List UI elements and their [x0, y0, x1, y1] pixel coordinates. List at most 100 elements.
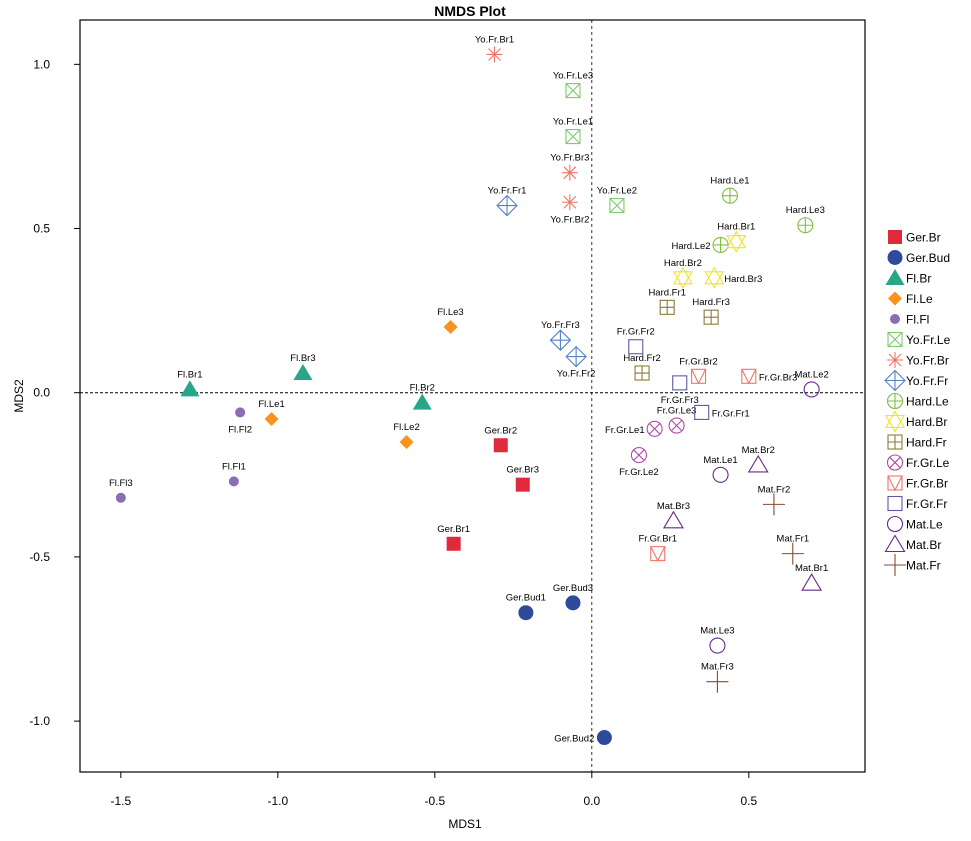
data-point	[762, 493, 785, 516]
point-label: Fr.Gr.Br2	[679, 356, 718, 367]
series-mat-le: Mat.Le2 Mat.Le1 Mat.Le3	[700, 369, 829, 654]
series-hard-br: Hard.Br1 Hard.Br2 Hard.Br3	[664, 222, 762, 289]
legend-label: Fr.Gr.Br	[906, 477, 948, 491]
series-yo-fr-le: Yo.Fr.Le3 Yo.Fr.Le1 Yo.Fr.Le2	[553, 71, 637, 214]
legend-label: Fr.Gr.Le	[906, 456, 950, 470]
data-point	[628, 339, 644, 355]
legend-item: Fr.Gr.Le	[886, 454, 950, 471]
data-point	[703, 309, 719, 325]
data-point	[486, 46, 503, 63]
data-point	[561, 164, 578, 181]
legend-marker	[887, 352, 903, 368]
data-point	[801, 573, 823, 591]
legend-item: Mat.Br	[884, 534, 941, 553]
legend-item: Fl.Le	[888, 291, 933, 306]
legend-marker	[888, 230, 902, 244]
x-axis-label: MDS1	[448, 817, 482, 831]
data-point	[609, 197, 625, 214]
data-point	[672, 375, 688, 391]
legend-item: Hard.Le	[886, 392, 949, 410]
point-label: Ger.Bud1	[506, 593, 546, 604]
data-point	[726, 230, 747, 253]
point-label: Fr.Gr.Le2	[619, 467, 659, 478]
legend-label: Yo.Fr.Br	[906, 354, 949, 368]
legend-marker	[884, 554, 906, 576]
point-label: Fl.Le2	[393, 422, 419, 433]
data-point	[650, 546, 666, 562]
reference-lines	[80, 20, 865, 772]
point-label: Yo.Fr.Le2	[597, 186, 637, 197]
data-point	[493, 438, 508, 453]
legend-label: Fl.Fl	[906, 313, 929, 327]
legend-item: Fl.Fl	[890, 313, 929, 327]
chart-title: NMDS Plot	[434, 3, 506, 19]
point-label: Fl.Br1	[177, 369, 202, 380]
x-tick-label: 0.0	[583, 794, 600, 808]
data-point	[180, 380, 200, 397]
legend-marker	[887, 475, 903, 492]
legend-item: Yo.Fr.Br	[887, 352, 949, 368]
series-mat-br: Mat.Br2 Mat.Br3 Mat.Br1	[657, 445, 828, 591]
point-label: Fr.Gr.Le3	[657, 406, 697, 417]
legend-label: Mat.Le	[906, 518, 943, 532]
data-point	[596, 730, 612, 746]
y-tick-label: -1.0	[29, 714, 50, 728]
data-point	[293, 364, 313, 381]
point-label: Fr.Gr.Le1	[605, 425, 645, 436]
legend-marker	[887, 250, 903, 265]
point-label: Hard.Le1	[710, 176, 749, 187]
legend-marker	[887, 331, 903, 348]
legend-item: Ger.Bud	[887, 250, 950, 265]
data-point	[515, 477, 530, 492]
data-point	[694, 404, 710, 420]
point-label: Ger.Bud3	[553, 583, 593, 594]
series-fr-gr-br: Fr.Gr.Br2 Fr.Gr.Br3 Fr.Gr.Br1	[638, 356, 797, 562]
point-label: Mat.Le3	[700, 626, 734, 637]
y-tick-label: 0.5	[33, 222, 50, 236]
series-hard-le: Hard.Le1 Hard.Le2 Hard.Le3	[671, 176, 825, 253]
data-point	[659, 299, 675, 315]
data-point	[662, 510, 684, 529]
point-label: Yo.Fr.Le3	[553, 71, 593, 82]
series-fr-gr-le: Fr.Gr.Le1 Fr.Gr.Le3 Fr.Gr.Le2	[605, 406, 696, 479]
point-label: Yo.Fr.Fr1	[488, 186, 527, 197]
point-label: Yo.Fr.Le1	[553, 117, 593, 128]
legend-label: Hard.Le	[906, 395, 949, 409]
data-point	[235, 407, 246, 418]
legend-marker	[890, 314, 900, 324]
point-label: Mat.Le1	[703, 455, 737, 466]
x-axis: -1.5 -1.0 -0.5 0.0 0.5	[110, 772, 757, 808]
x-tick-label: -1.5	[110, 794, 131, 808]
series-yo-fr-fr: Yo.Fr.Fr1 Yo.Fr.Fr3 Yo.Fr.Fr2	[488, 186, 596, 380]
legend-marker	[887, 434, 903, 450]
legend-label: Fl.Le	[906, 292, 933, 306]
legend-label: Ger.Bud	[906, 251, 950, 265]
legend-label: Fr.Gr.Fr	[906, 497, 947, 511]
point-label: Hard.Le3	[786, 205, 825, 216]
data-point	[412, 393, 432, 410]
data-point	[721, 187, 739, 204]
y-tick-label: 0.0	[33, 386, 50, 400]
point-label: Mat.Br2	[742, 445, 775, 456]
series-fl-br: Fl.Br1 Fl.Br3 Fl.Br2	[177, 353, 435, 410]
data-point	[565, 83, 581, 99]
y-axis: 1.0 0.5 0.0 -0.5 -1.0	[29, 57, 80, 728]
legend-item: Ger.Br	[888, 230, 941, 245]
point-label: Mat.Fr1	[776, 534, 809, 545]
point-label: Fr.Gr.Fr2	[617, 327, 655, 338]
data-point	[565, 345, 587, 368]
point-label: Mat.Le2	[794, 369, 828, 380]
data-point	[781, 542, 804, 565]
point-label: Mat.Br3	[657, 501, 690, 512]
data-point	[709, 637, 726, 654]
point-label: Fl.Fl3	[109, 478, 133, 489]
point-label: Mat.Fr2	[758, 484, 791, 495]
point-label: Ger.Br1	[437, 524, 470, 535]
point-label: Hard.Br3	[724, 274, 762, 285]
legend-marker	[885, 269, 905, 285]
legend: Ger.Br Ger.Bud Fl.Br Fl.Le Fl.Fl Yo.Fr.Le Yo.F…	[884, 230, 951, 576]
legend-marker	[884, 534, 906, 553]
data-point	[630, 447, 647, 464]
point-label: Yo.Fr.Br2	[550, 214, 589, 225]
legend-marker	[886, 454, 904, 471]
